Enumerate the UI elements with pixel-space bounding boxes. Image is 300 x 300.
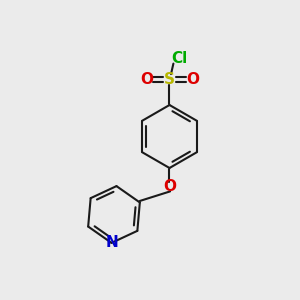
Text: N: N: [105, 236, 118, 250]
Text: O: O: [163, 179, 176, 194]
Text: Cl: Cl: [171, 51, 187, 66]
Text: S: S: [164, 72, 175, 87]
Text: O: O: [140, 72, 153, 87]
Text: O: O: [186, 72, 199, 87]
